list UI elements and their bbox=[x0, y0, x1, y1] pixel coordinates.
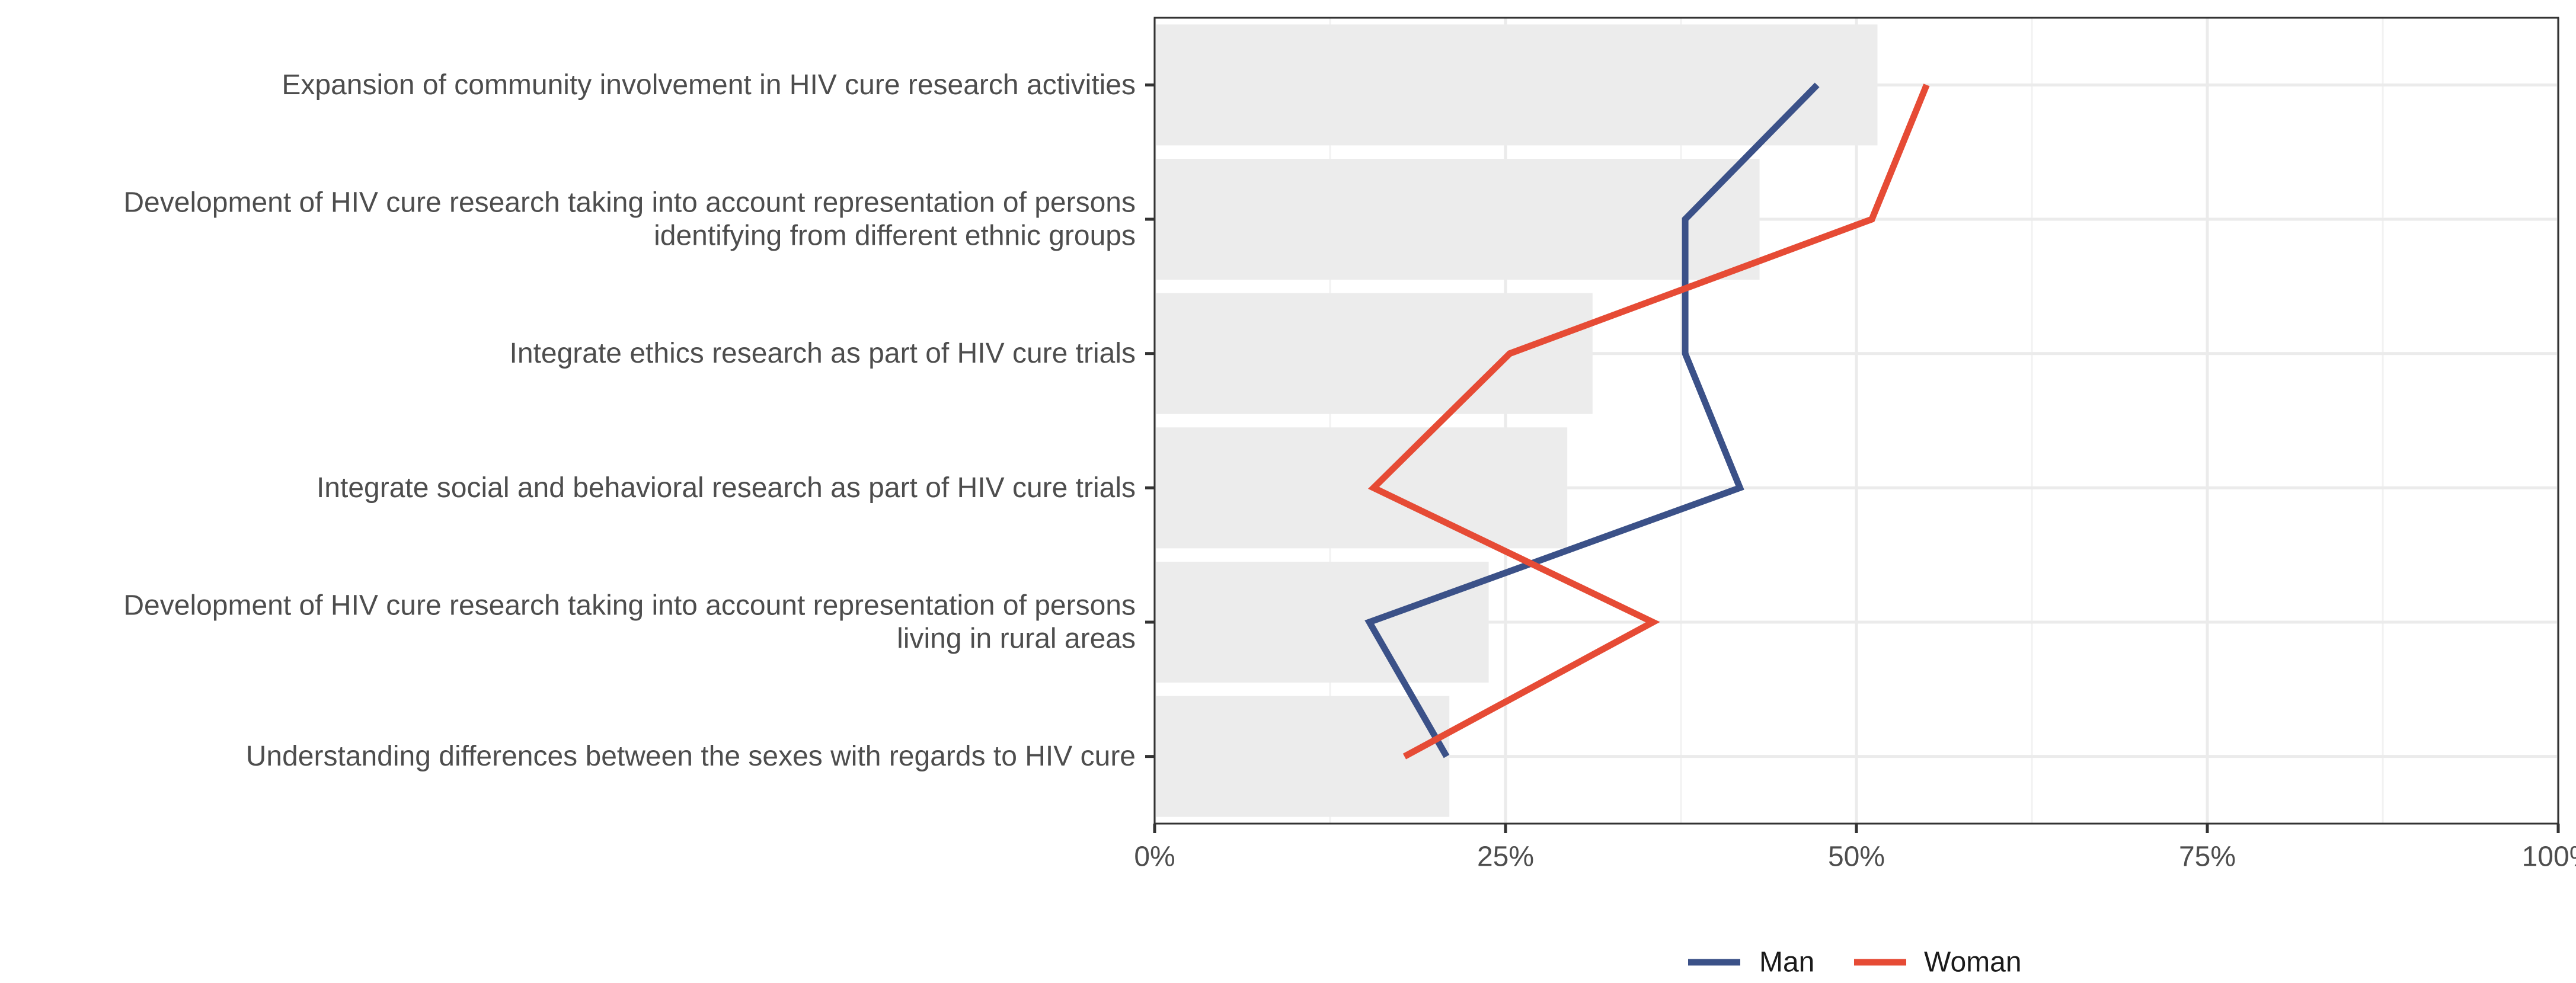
bar bbox=[1155, 293, 1593, 414]
series-line-man bbox=[1364, 82, 1820, 758]
y-tick-label: living in rural areas bbox=[897, 623, 1136, 655]
series-lines bbox=[1364, 82, 1930, 760]
y-tick-label: Development of HIV cure research taking … bbox=[123, 187, 1136, 219]
x-tick-label: 75% bbox=[2179, 841, 2236, 873]
legend: Man Woman bbox=[1688, 947, 2022, 978]
x-tick-label: 25% bbox=[1477, 841, 1534, 873]
y-tick-label: Expansion of community involvement in HI… bbox=[282, 69, 1136, 101]
x-tick-label: 100% bbox=[2522, 841, 2576, 873]
bar bbox=[1155, 24, 1878, 146]
y-tick-label: Integrate ethics research as part of HIV… bbox=[510, 338, 1136, 369]
y-tick-label: Integrate social and behavioral research… bbox=[317, 472, 1136, 504]
legend-label-man: Man bbox=[1759, 947, 1814, 978]
legend-label-woman: Woman bbox=[1924, 947, 2022, 978]
bar bbox=[1155, 159, 1760, 280]
y-tick-label: identifying from different ethnic groups bbox=[654, 220, 1136, 252]
y-tick-label: Development of HIV cure research taking … bbox=[123, 590, 1136, 622]
x-tick-label: 50% bbox=[1828, 841, 1885, 873]
y-tick-label: Understanding differences between the se… bbox=[246, 741, 1136, 772]
y-axis: Expansion of community involvement in HI… bbox=[123, 69, 1155, 772]
x-tick-label: 0% bbox=[1134, 841, 1175, 873]
bar bbox=[1155, 696, 1450, 817]
bar bbox=[1155, 427, 1568, 549]
bar bbox=[1155, 562, 1489, 683]
bars bbox=[1155, 24, 1878, 817]
grid-minor bbox=[1329, 18, 2384, 824]
x-axis: 0% 25% 50% 75% 100% bbox=[1134, 824, 2576, 873]
series-line-woman bbox=[1367, 84, 1930, 760]
